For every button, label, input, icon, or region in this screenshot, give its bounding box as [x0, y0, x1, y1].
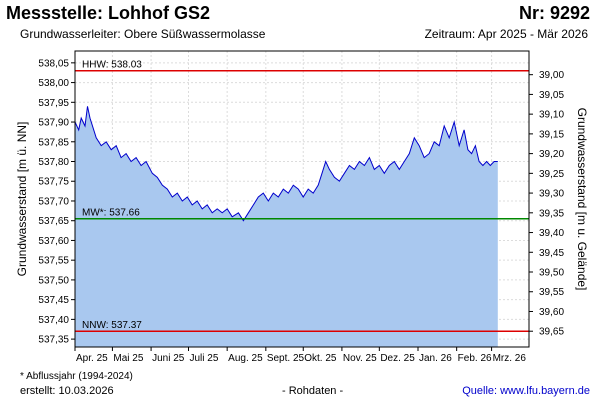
y-tick-label: 537,90 — [38, 118, 69, 129]
reference-line-label: HHW: 538.03 — [82, 60, 142, 71]
left-axis-ticks: 537,35 537,40 537,45 537,50 537,55 537,60 537,… — [38, 58, 75, 346]
x-tick-label: Dez. 25 — [380, 353, 415, 364]
source-link[interactable]: Quelle: www.lfu.bayern.de — [462, 385, 590, 397]
y2-tick-label: 39,25 — [539, 169, 564, 180]
y2-tick-label: 39,15 — [539, 129, 564, 140]
reference-lines: HHW: 538.03 MW*: 537.66 NNW: 537.37 — [75, 60, 529, 332]
y-tick-label: 538,00 — [38, 78, 69, 89]
x-tick-label: Apr. 25 — [76, 353, 108, 364]
reference-line-label: NNW: 537.37 — [82, 320, 142, 331]
y-tick-label: 537,50 — [38, 275, 69, 286]
x-tick-label: Aug. 25 — [228, 353, 263, 364]
y2-tick-label: 39,30 — [539, 189, 564, 200]
y2-tick-label: 39,40 — [539, 228, 564, 239]
y-tick-label: 537,55 — [38, 256, 69, 267]
station-title: Messstelle: Lohhof GS2 — [6, 3, 211, 23]
y-tick-label: 537,85 — [38, 137, 69, 148]
y2-tick-label: 39,45 — [539, 248, 564, 259]
right-axis-ticks: 39,00 39,05 39,10 39,15 39,20 39,25 39,30 39,35… — [529, 70, 564, 338]
x-tick-label: Jan. 26 — [419, 353, 452, 364]
y-tick-label: 537,60 — [38, 236, 69, 247]
y-tick-label: 537,70 — [38, 196, 69, 207]
groundwater-series-line — [74, 106, 498, 222]
y-tick-label: 537,35 — [38, 335, 69, 346]
y-tick-label: 538,05 — [38, 58, 69, 69]
x-tick-label: Juli 25 — [190, 353, 219, 364]
groundwater-area — [75, 106, 498, 347]
y2-tick-label: 39,35 — [539, 208, 564, 219]
footnote: * Abflussjahr (1994-2024) — [20, 371, 133, 382]
x-tick-label: Okt. 25 — [304, 353, 337, 364]
y2-tick-label: 39,00 — [539, 70, 564, 81]
y-tick-label: 537,75 — [38, 177, 69, 188]
x-tick-label: Nov. 25 — [343, 353, 377, 364]
y2-tick-label: 39,05 — [539, 90, 564, 101]
y-tick-label: 537,45 — [38, 295, 69, 306]
y2-tick-label: 39,60 — [539, 307, 564, 318]
x-tick-label: Juni 25 — [152, 353, 185, 364]
x-tick-label: Feb. 26 — [458, 353, 492, 364]
reference-line-label: MW*: 537.66 — [82, 208, 140, 219]
x-tick-label: Mrz. 26 — [493, 353, 527, 364]
raw-data-note: - Rohdaten - — [282, 385, 344, 397]
y2-tick-label: 39,10 — [539, 110, 564, 121]
y2-axis-label: Grundwasserstand [m u. Gelände] — [575, 108, 589, 291]
aquifer-label: Grundwasserleiter: Obere Süßwassermolass… — [20, 27, 266, 41]
y-tick-label: 537,40 — [38, 315, 69, 326]
x-tick-label: Mai 25 — [113, 353, 143, 364]
y-axis-label: Grundwasserstand [m ü. NN] — [15, 122, 29, 277]
station-number: Nr: 9292 — [518, 3, 590, 23]
x-axis-ticks: Apr. 25 Mai 25 Juni 25 Juli 25 Aug. 25 Sept. … — [74, 347, 527, 364]
plot-border — [74, 50, 530, 348]
period-label: Zeitraum: Apr 2025 - Mär 2026 — [424, 27, 588, 41]
y2-tick-label: 39,20 — [539, 149, 564, 160]
y-tick-label: 537,80 — [38, 157, 69, 168]
x-tick-label: Sept. 25 — [267, 353, 305, 364]
y2-tick-label: 39,65 — [539, 327, 564, 338]
y2-tick-label: 39,55 — [539, 287, 564, 298]
created-date: erstellt: 10.03.2026 — [20, 385, 114, 397]
y-tick-label: 537,95 — [38, 98, 69, 109]
y-tick-label: 537,65 — [38, 216, 69, 227]
y2-tick-label: 39,50 — [539, 268, 564, 279]
